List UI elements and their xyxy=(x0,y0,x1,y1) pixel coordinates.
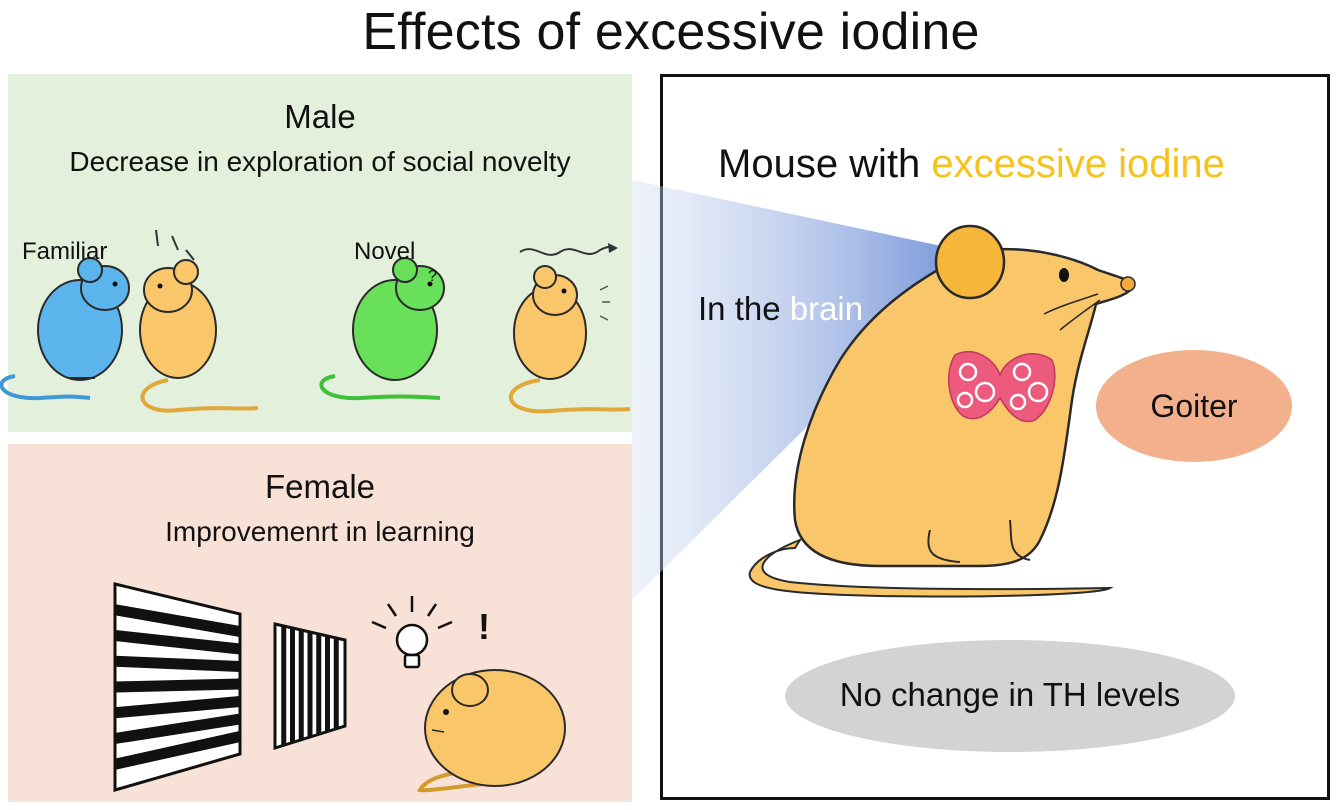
stripe xyxy=(113,731,242,770)
female-heading: Female xyxy=(264,468,376,505)
male-test-mouse-2 xyxy=(508,265,631,414)
motion-dashes xyxy=(599,285,610,321)
brain-label: In the brain xyxy=(698,290,863,328)
novel-label: Novel xyxy=(354,238,416,265)
goiter-label: Goiter xyxy=(1150,388,1238,424)
stripe xyxy=(114,655,241,672)
right-heading-prefix: Mouse with xyxy=(718,142,932,186)
right-heading-highlight: excessive iodine xyxy=(931,142,1225,186)
goiter-bubble xyxy=(1096,350,1292,462)
male-test-mouse-1 xyxy=(139,259,259,413)
familiar-mouse xyxy=(0,257,130,401)
female-subheading: Improvemenrt in learning xyxy=(165,516,475,547)
female-mouse xyxy=(416,669,566,793)
male-subheading: Decrease in exploration of social novelt… xyxy=(69,146,571,177)
th-levels-bubble xyxy=(785,640,1235,752)
brain-label-highlight: brain xyxy=(789,290,864,327)
stripe xyxy=(114,713,241,744)
male-heading: Male xyxy=(284,98,356,135)
attention-marks xyxy=(155,229,195,261)
brain-label-prefix: In the xyxy=(698,290,790,327)
stripe-panel-large xyxy=(113,582,242,792)
familiar-label: Familiar xyxy=(22,238,108,265)
novel-mouse xyxy=(319,257,445,401)
stripe xyxy=(114,678,241,693)
figure-title: Effects of excessive iodine xyxy=(362,3,980,61)
th-levels-label: No change in TH levels xyxy=(839,676,1181,713)
brain-beam xyxy=(632,180,960,600)
stripe xyxy=(114,696,241,719)
stripe xyxy=(114,630,241,655)
stripe xyxy=(114,604,241,637)
male-panel xyxy=(8,74,632,432)
right-heading: Mouse with excessive iodine xyxy=(718,142,1225,187)
question-mark: ? xyxy=(428,268,437,285)
thyroid-icon xyxy=(948,351,1056,423)
lightbulb-icon xyxy=(371,596,453,669)
exclamation-mark: ! xyxy=(478,606,490,647)
wavy-arrow-icon xyxy=(519,243,618,256)
stripe-panel-small xyxy=(273,622,347,751)
